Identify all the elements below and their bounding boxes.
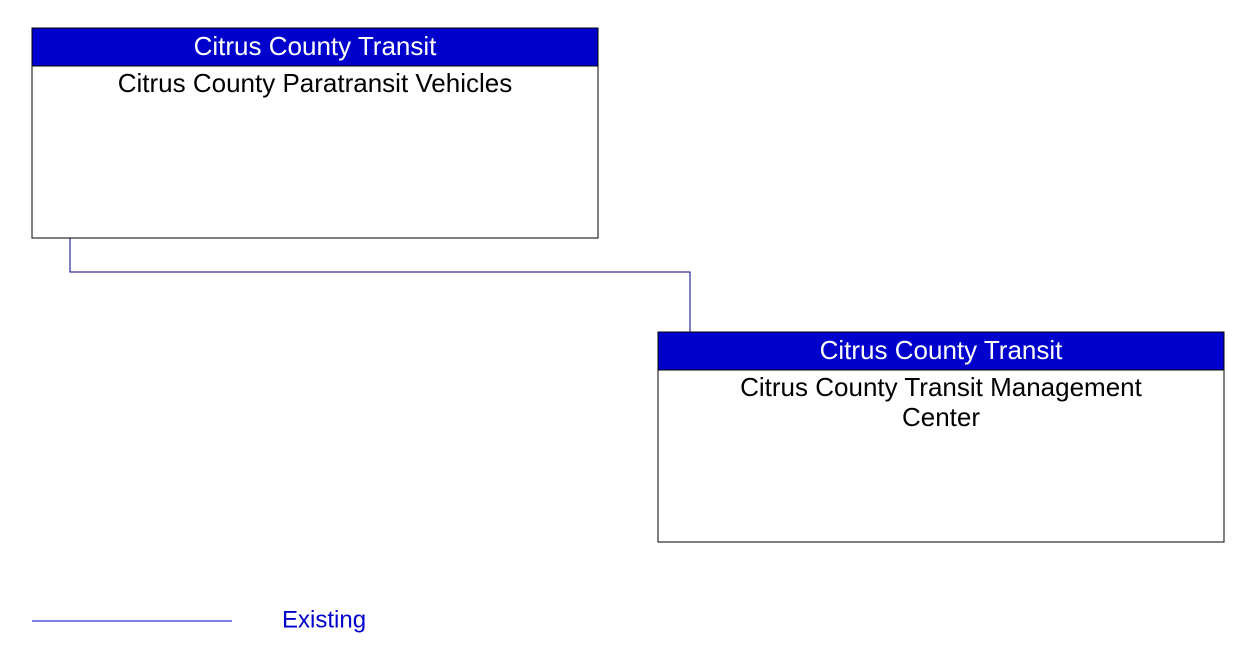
node2-body-line2: Center: [902, 402, 980, 432]
node2-header-text: Citrus County Transit: [820, 335, 1064, 365]
node-transit-management-center: Citrus County Transit Citrus County Tran…: [658, 332, 1224, 542]
node2-body-line1: Citrus County Transit Management: [740, 372, 1143, 402]
node1-body-line1: Citrus County Paratransit Vehicles: [118, 68, 513, 98]
node-paratransit-vehicles: Citrus County Transit Citrus County Para…: [32, 28, 598, 238]
edge-node1-node2: [70, 238, 690, 332]
node1-header-text: Citrus County Transit: [194, 31, 438, 61]
legend: Existing: [32, 606, 366, 633]
legend-existing-label: Existing: [282, 606, 366, 633]
architecture-diagram: Citrus County Transit Citrus County Para…: [0, 0, 1252, 658]
